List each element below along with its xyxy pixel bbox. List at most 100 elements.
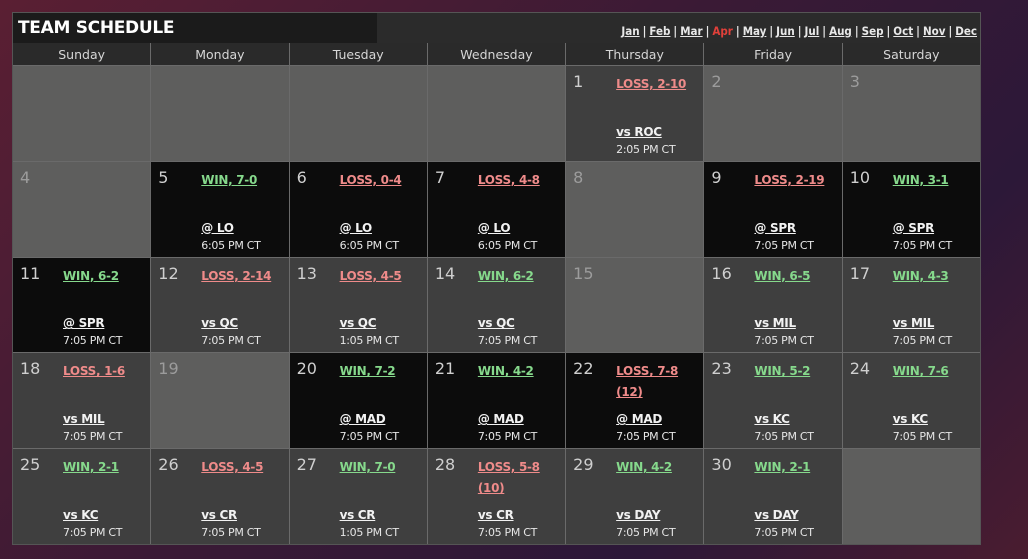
opponent-link[interactable]: vs MIL xyxy=(754,316,796,331)
day-cell-18: 18 LOSS, 1-6 vs MIL 7:05 PM CT xyxy=(13,353,151,449)
opponent-link[interactable]: vs KC xyxy=(63,508,99,522)
month-link-oct[interactable]: Oct xyxy=(893,24,914,38)
game-result-link[interactable]: LOSS, 0-4 xyxy=(339,172,402,187)
month-link-dec[interactable]: Dec xyxy=(955,24,977,38)
game-result-link[interactable]: LOSS, 4-5 xyxy=(201,460,264,475)
opponent-link[interactable]: vs QC xyxy=(477,316,515,331)
month-link-nov[interactable]: Nov xyxy=(922,24,946,38)
game-result-link[interactable]: WIN, 6-5 xyxy=(754,268,811,283)
game-result-link[interactable]: LOSS, 2-10 xyxy=(616,77,687,91)
game-result-link[interactable]: WIN, 2-1 xyxy=(754,460,811,475)
day-cell-15: 15 xyxy=(566,257,704,353)
opponent-link[interactable]: vs KC xyxy=(892,412,929,427)
game-result-link[interactable]: LOSS, 5-8 (10) xyxy=(477,460,540,496)
game-time: 7:05 PM CT xyxy=(754,526,814,539)
game-result-link[interactable]: WIN, 4-2 xyxy=(616,460,672,475)
game-time: 6:05 PM CT xyxy=(201,238,261,252)
game-time: 1:05 PM CT xyxy=(339,526,400,539)
game-result-link[interactable]: WIN, 6-2 xyxy=(63,268,119,283)
opponent-link[interactable]: @ LO xyxy=(477,220,511,235)
day-cell-27: 27 WIN, 7-0 vs CR 1:05 PM CT xyxy=(289,449,427,544)
day-cell-5: 5 WIN, 7-0 @ LO 6:05 PM CT xyxy=(151,161,289,257)
day-cell-6: 6 LOSS, 0-4 @ LO 6:05 PM CT xyxy=(289,161,427,257)
game-time: 7:05 PM CT xyxy=(477,430,538,444)
game-result-link[interactable]: LOSS, 4-8 xyxy=(477,172,540,187)
opponent-link[interactable]: @ MAD xyxy=(477,412,524,427)
opponent-link[interactable]: @ SPR xyxy=(892,220,935,235)
day-cell-23: 23 WIN, 5-2 vs KC 7:05 PM CT xyxy=(704,353,842,449)
opponent-link[interactable]: @ LO xyxy=(339,220,373,235)
month-link-aug[interactable]: Aug xyxy=(829,24,852,38)
opponent-link[interactable]: vs DAY xyxy=(616,508,661,522)
month-link-may[interactable]: May xyxy=(742,24,767,38)
title-box: TEAM SCHEDULE xyxy=(13,13,377,43)
month-nav: Jan | Feb | Mar | Apr | May | Jun | Jul | Aug | Sep | Oct |… xyxy=(621,24,977,38)
opponent-link[interactable]: vs QC xyxy=(201,316,238,331)
day-cell-30: 30 WIN, 2-1 vs DAY 7:05 PM CT xyxy=(704,449,842,544)
game-result-link[interactable]: LOSS, 4-5 xyxy=(339,268,402,283)
opponent-link[interactable]: vs CR xyxy=(339,508,376,522)
opponent-link[interactable]: vs MIL xyxy=(892,316,935,331)
month-link-jan[interactable]: Jan xyxy=(621,24,640,38)
month-link-feb[interactable]: Feb xyxy=(649,24,671,38)
day-cell-4: 4 xyxy=(13,161,151,257)
game-result-link[interactable]: LOSS, 7-8 (12) xyxy=(616,364,679,400)
game-result-link[interactable]: LOSS, 2-14 xyxy=(201,268,272,283)
day-number: 11 xyxy=(20,263,41,283)
day-cell-14: 14 WIN, 6-2 vs QC 7:05 PM CT xyxy=(427,257,566,353)
game-time: 7:05 PM CT xyxy=(754,334,814,348)
month-link-mar[interactable]: Mar xyxy=(680,24,703,38)
month-link-jun[interactable]: Jun xyxy=(776,24,795,38)
day-number: 2 xyxy=(711,72,722,91)
opponent-link[interactable]: vs MIL xyxy=(63,412,105,427)
opponent-link[interactable]: @ MAD xyxy=(616,412,663,427)
day-number: 23 xyxy=(711,359,732,379)
opponent-link[interactable]: @ SPR xyxy=(63,316,105,331)
opponent-link[interactable]: vs CR xyxy=(477,508,514,522)
game-result-link[interactable]: WIN, 3-1 xyxy=(892,172,949,187)
month-link-apr[interactable]: Apr xyxy=(712,24,733,38)
weekday-header-thursday: Thursday xyxy=(566,43,704,65)
opponent-link[interactable]: @ MAD xyxy=(339,412,386,427)
opponent-link[interactable]: @ LO xyxy=(201,220,234,235)
day-number: 15 xyxy=(573,263,594,283)
month-link-sep[interactable]: Sep xyxy=(861,24,884,38)
game-time: 7:05 PM CT xyxy=(754,430,814,444)
day-number: 13 xyxy=(296,263,317,283)
weekday-header-sunday: Sunday xyxy=(13,43,151,65)
game-result-link[interactable]: WIN, 2-1 xyxy=(63,460,119,475)
day-cell-28: 28 LOSS, 5-8 (10) vs CR 7:05 PM CT xyxy=(427,449,566,544)
game-time: 7:05 PM CT xyxy=(201,334,261,348)
day-number: 8 xyxy=(573,167,584,187)
game-time: 7:05 PM CT xyxy=(754,238,814,252)
opponent-link[interactable]: vs ROC xyxy=(616,124,662,139)
game-time: 7:05 PM CT xyxy=(892,238,953,252)
day-cell-25: 25 WIN, 2-1 vs KC 7:05 PM CT xyxy=(13,449,151,544)
game-result-link[interactable]: WIN, 5-2 xyxy=(754,364,811,379)
day-number: 6 xyxy=(296,167,307,187)
opponent-link[interactable]: vs KC xyxy=(754,412,790,427)
game-result-link[interactable]: WIN, 7-0 xyxy=(201,172,258,187)
month-link-jul[interactable]: Jul xyxy=(804,24,820,38)
game-result-link[interactable]: WIN, 7-6 xyxy=(892,364,949,379)
opponent-link[interactable]: vs QC xyxy=(339,316,377,331)
game-time: 1:05 PM CT xyxy=(339,334,400,348)
game-result-link[interactable]: LOSS, 2-19 xyxy=(754,172,825,187)
game-time: 7:05 PM CT xyxy=(616,430,676,444)
game-result-link[interactable]: WIN, 4-3 xyxy=(892,268,949,283)
game-time: 7:05 PM CT xyxy=(339,430,400,444)
month-separator: | xyxy=(797,24,802,38)
day-cell-1: 1 LOSS, 2-10 vs ROC 2:05 PM CT xyxy=(566,66,704,161)
opponent-link[interactable]: vs CR xyxy=(201,508,237,522)
weekday-header-tuesday: Tuesday xyxy=(289,43,427,65)
game-result-link[interactable]: WIN, 6-2 xyxy=(477,268,534,283)
game-result-link[interactable]: WIN, 7-0 xyxy=(339,460,396,475)
game-result-link[interactable]: WIN, 4-2 xyxy=(477,364,534,379)
opponent-link[interactable]: vs DAY xyxy=(754,508,799,522)
day-number: 20 xyxy=(296,359,317,379)
game-result-link[interactable]: LOSS, 1-6 xyxy=(63,364,125,379)
opponent-link[interactable]: @ SPR xyxy=(754,220,796,235)
day-number: 19 xyxy=(158,359,179,379)
game-result-link[interactable]: WIN, 7-2 xyxy=(339,364,396,379)
day-cell-10: 10 WIN, 3-1 @ SPR 7:05 PM CT xyxy=(842,161,980,257)
